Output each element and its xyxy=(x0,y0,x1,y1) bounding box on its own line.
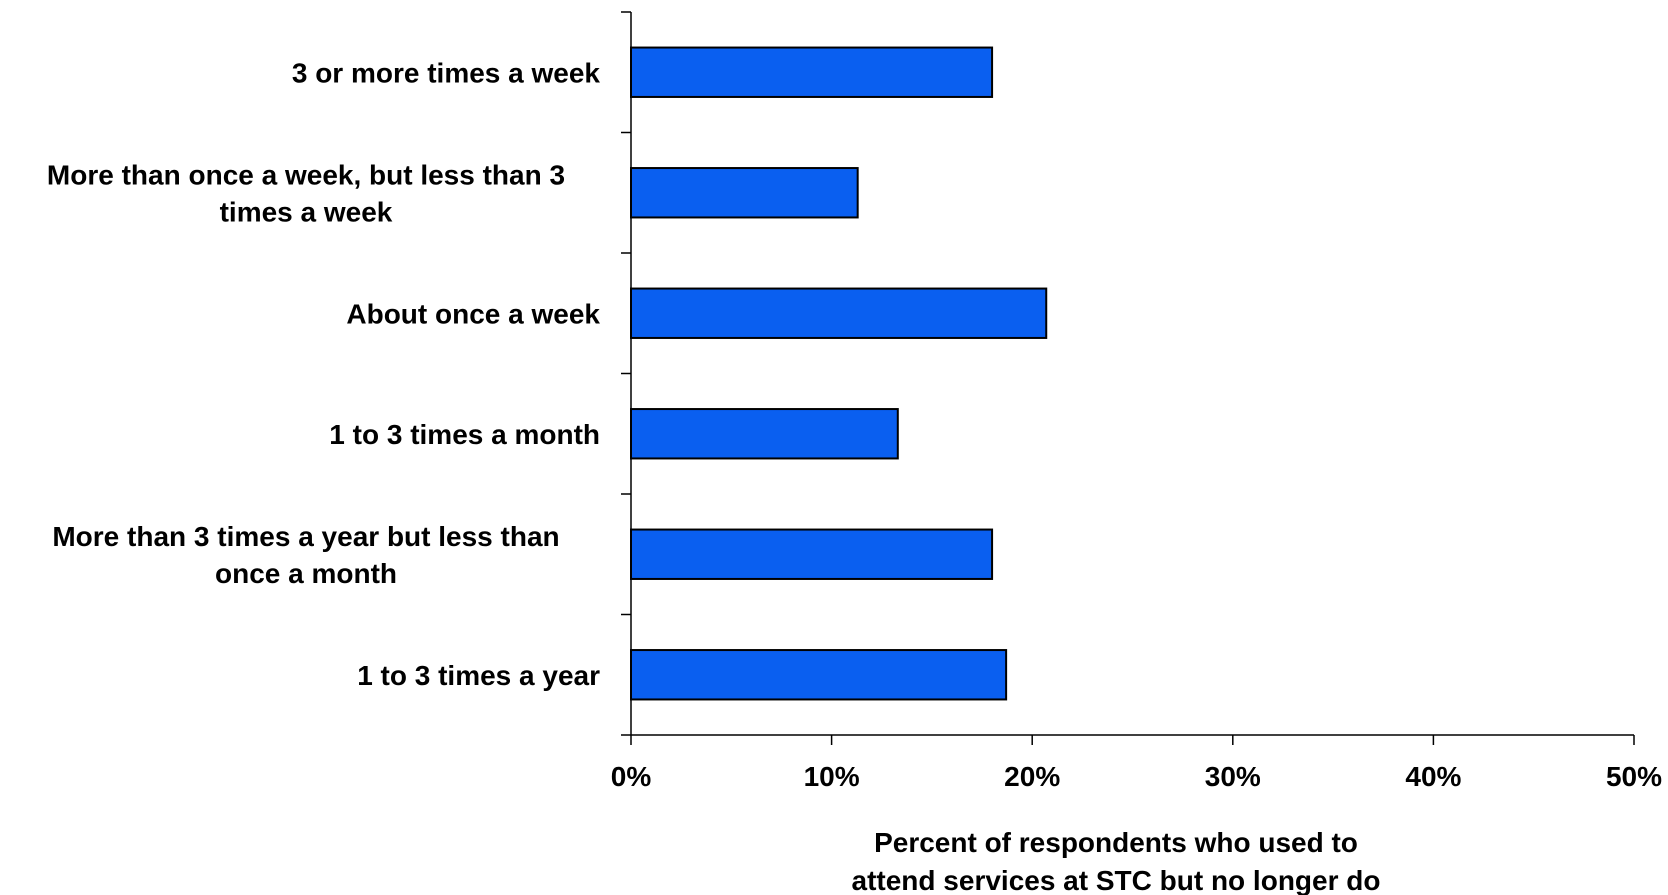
x-tick-label: 0% xyxy=(611,761,652,792)
x-tick-label: 50% xyxy=(1606,761,1662,792)
x-ticks-group: 0% 10% 20% 30% 40% 50% xyxy=(611,735,1662,792)
x-axis-title-line: Percent of respondents who used to xyxy=(874,827,1358,858)
bar-1 xyxy=(630,167,859,219)
category-label-line: More than once a week, but less than 3 xyxy=(47,159,565,190)
x-tick-label: 20% xyxy=(1004,761,1060,792)
x-axis-title-text: Percent of respondents who used to attend… xyxy=(852,827,1381,895)
category-label-line: 1 to 3 times a year xyxy=(357,660,600,691)
category-label-line: times a week xyxy=(220,196,393,227)
x-tick-label: 40% xyxy=(1405,761,1461,792)
bar-2 xyxy=(630,287,1048,339)
x-axis-title: Percent of respondents who used to attend… xyxy=(852,827,1381,895)
bars-group xyxy=(630,46,1048,701)
x-tick-label: 30% xyxy=(1205,761,1261,792)
x-axis-title-line: attend services at STC but no longer do xyxy=(852,865,1381,895)
category-label-5: 1 to 3 times a year xyxy=(357,660,600,691)
bar-4 xyxy=(630,528,994,580)
bar-5 xyxy=(630,649,1008,701)
category-label-2: About once a week xyxy=(346,298,600,329)
bar-3 xyxy=(630,408,899,460)
category-label-3: 1 to 3 times a month xyxy=(329,419,600,450)
y-ticks-group xyxy=(621,11,631,736)
category-label-line: About once a week xyxy=(346,298,600,329)
category-label-4: More than 3 times a year but less than on… xyxy=(52,521,559,589)
category-label-line: More than 3 times a year but less than xyxy=(52,521,559,552)
category-label-line: 1 to 3 times a month xyxy=(329,419,600,450)
category-labels-group: 3 or more times a week More than once a w… xyxy=(47,57,600,691)
category-label-0: 3 or more times a week xyxy=(292,57,601,88)
category-label-line: once a month xyxy=(215,558,397,589)
x-tick-label: 10% xyxy=(804,761,860,792)
category-label-line: 3 or more times a week xyxy=(292,57,601,88)
bar-0 xyxy=(630,46,994,98)
category-label-1: More than once a week, but less than 3 ti… xyxy=(47,159,565,227)
